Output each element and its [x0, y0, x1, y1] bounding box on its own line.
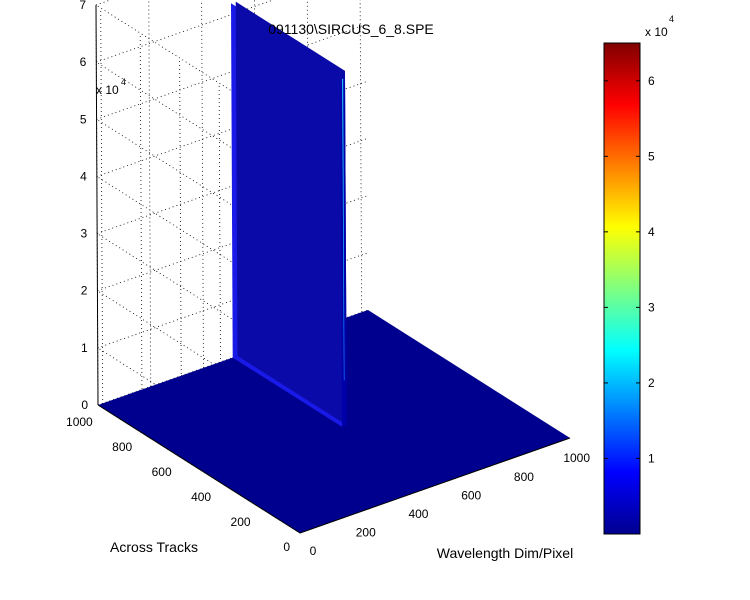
x-axis-line: [299, 437, 571, 534]
z-tick-label: 6: [80, 55, 87, 69]
x-tick-label: 800: [514, 470, 534, 484]
y-axis-line: [97, 404, 301, 534]
z-tick-label: 7: [79, 0, 86, 12]
colorbar-tick-label: 2: [648, 376, 655, 390]
surface-plot: [98, 1, 570, 533]
z-tick-label: 4: [80, 169, 87, 183]
z-tick-label: 0: [81, 398, 88, 412]
colorbar-tick-label: 3: [648, 300, 655, 314]
grid-line: [100, 7, 104, 409]
colorbar-tick-label: 6: [648, 74, 655, 88]
x-tick-label: 200: [356, 525, 376, 539]
y-tick-label: 200: [231, 515, 251, 529]
z-axis-line: [95, 4, 99, 406]
z-multiplier-base: x 10: [96, 83, 119, 97]
grid-line: [95, 0, 112, 6]
grid-line: [218, 82, 222, 484]
y-tick-label: 0: [283, 540, 290, 554]
colorbar-ticks: 1 2 3 4 5 6: [604, 74, 655, 465]
x-tick-label: 600: [461, 488, 481, 502]
z-multiplier: x 10 4: [96, 77, 126, 97]
grid-line: [139, 32, 143, 434]
x-tick-label: 400: [408, 507, 428, 521]
y-tick-label: 1000: [66, 415, 93, 429]
chart-title: 091130\SIRCUS_6_8.SPE: [268, 21, 434, 37]
peak-crest-bright: [342, 78, 344, 255]
colorbar-tick-label: 1: [648, 451, 655, 465]
z-tick-label: 2: [81, 284, 88, 298]
z-tick-label: 5: [80, 112, 87, 126]
grid-line: [201, 0, 204, 368]
colorbar-gradient: [603, 42, 641, 535]
grid-line: [179, 57, 183, 459]
colorbar-multiplier-base: x 10: [645, 25, 668, 39]
colorbar-multiplier-exponent: 4: [669, 14, 674, 24]
y-tick-label: 400: [191, 490, 211, 504]
y-axis-label: Across Tracks: [110, 539, 198, 555]
z-tick-label: 3: [80, 227, 87, 241]
y-tick-label: 600: [152, 465, 172, 479]
peak-right-face: [235, 1, 347, 426]
x-tick-label: 1000: [563, 451, 590, 465]
z-multiplier-exponent: 4: [121, 77, 126, 87]
colorbar-multiplier: x 10 4: [645, 14, 674, 39]
x-axis-label: Wavelength Dim/Pixel: [437, 545, 573, 561]
axes: 0 200 400 600 800 1000 0 200 400 600 800 1000 0 1 2 3 4 5…: [66, 0, 590, 558]
x-tick-label: 0: [310, 544, 317, 558]
colorbar-tick-label: 5: [648, 149, 655, 163]
peak-crest: [342, 78, 345, 381]
z-tick-label: 1: [81, 341, 88, 355]
grid-line: [359, 0, 363, 313]
colorbar-tick-label: 4: [648, 225, 655, 239]
colorbar: x 10 4 1 2 3 4 5 6: [603, 14, 674, 535]
y-tick-label: 800: [112, 440, 132, 454]
grid-line: [148, 0, 152, 387]
